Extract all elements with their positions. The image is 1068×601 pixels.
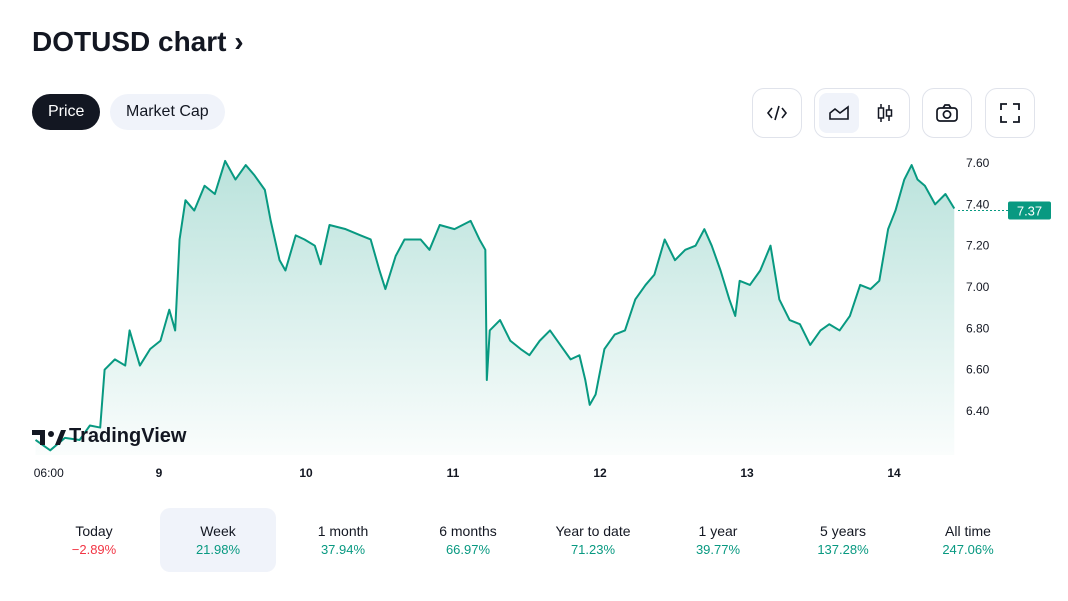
period-label: All time [945, 523, 991, 539]
price-chart[interactable]: 6.40 6.60 6.80 7.00 7.20 7.40 7.60 06:00 9 10 11 12… [0, 0, 1068, 500]
tradingview-logo: TradingView [32, 425, 186, 448]
period-1-month[interactable]: 1 month 37.94% [285, 508, 401, 572]
period-change: 66.97% [445, 542, 491, 557]
page-title[interactable]: DOTUSD chart › [32, 26, 244, 57]
period-change: 37.94% [320, 542, 366, 557]
chart-type-group [814, 88, 910, 138]
period-label: 6 months [439, 523, 497, 539]
period-5-years[interactable]: 5 years 137.28% [785, 508, 901, 572]
y-tick-label: 7.40 [966, 197, 990, 211]
period-6-months[interactable]: 6 months 66.97% [410, 508, 526, 572]
x-tick-label: 13 [740, 466, 754, 480]
x-tick-label: 11 [447, 466, 460, 480]
last-price-label: 7.37 [1017, 204, 1042, 219]
snapshot-button[interactable] [922, 88, 972, 138]
y-tick-label: 6.40 [966, 404, 990, 418]
period-label: Today [75, 523, 113, 539]
area-chart-icon [829, 105, 849, 120]
fullscreen-icon [990, 93, 1030, 133]
embed-code-icon [757, 93, 797, 133]
price-line [34, 159, 956, 452]
y-tick-label: 6.80 [966, 321, 990, 335]
x-tick-label: 10 [299, 466, 313, 480]
tradingview-logo-icon [32, 429, 66, 445]
period-all-time[interactable]: All time 247.06% [910, 508, 1026, 572]
period-change: 21.98% [195, 542, 241, 557]
logo-text: TradingView [69, 425, 187, 447]
area-fill [35, 160, 955, 456]
period-change: 71.23% [570, 542, 616, 557]
area-chart-button[interactable] [819, 93, 859, 133]
period-change: 39.77% [695, 542, 741, 557]
period-label: Week [200, 523, 236, 539]
period-week[interactable]: Week 21.98% [160, 508, 276, 572]
y-tick-label: 7.20 [966, 239, 990, 253]
embed-button[interactable] [752, 88, 802, 138]
period-label: 5 years [820, 523, 866, 539]
candlestick-chart-icon [877, 104, 893, 122]
x-tick-label: 06:00 [34, 466, 64, 480]
period-change: 137.28% [817, 542, 869, 557]
x-tick-label: 14 [887, 466, 901, 480]
last-price-badge [1008, 201, 1051, 220]
y-tick-label: 7.60 [966, 156, 990, 170]
period-1-year[interactable]: 1 year 39.77% [660, 508, 776, 572]
x-tick-label: 12 [593, 466, 607, 480]
y-tick-label: 6.60 [966, 363, 990, 377]
camera-icon [927, 93, 967, 133]
period-change: 247.06% [942, 542, 994, 557]
y-tick-label: 7.00 [966, 280, 990, 294]
fullscreen-button[interactable] [985, 88, 1035, 138]
period-label: 1 year [698, 523, 738, 539]
period-year-to-date[interactable]: Year to date 71.23% [535, 508, 651, 572]
period-label: 1 month [317, 523, 369, 539]
period-today[interactable]: Today −2.89% [36, 508, 152, 572]
candlestick-button[interactable] [865, 93, 905, 133]
period-change: −2.89% [71, 542, 117, 557]
tab-market-cap[interactable]: Market Cap [110, 94, 225, 130]
tab-price[interactable]: Price [32, 94, 101, 130]
period-label: Year to date [555, 523, 631, 539]
x-tick-label: 9 [156, 466, 163, 480]
